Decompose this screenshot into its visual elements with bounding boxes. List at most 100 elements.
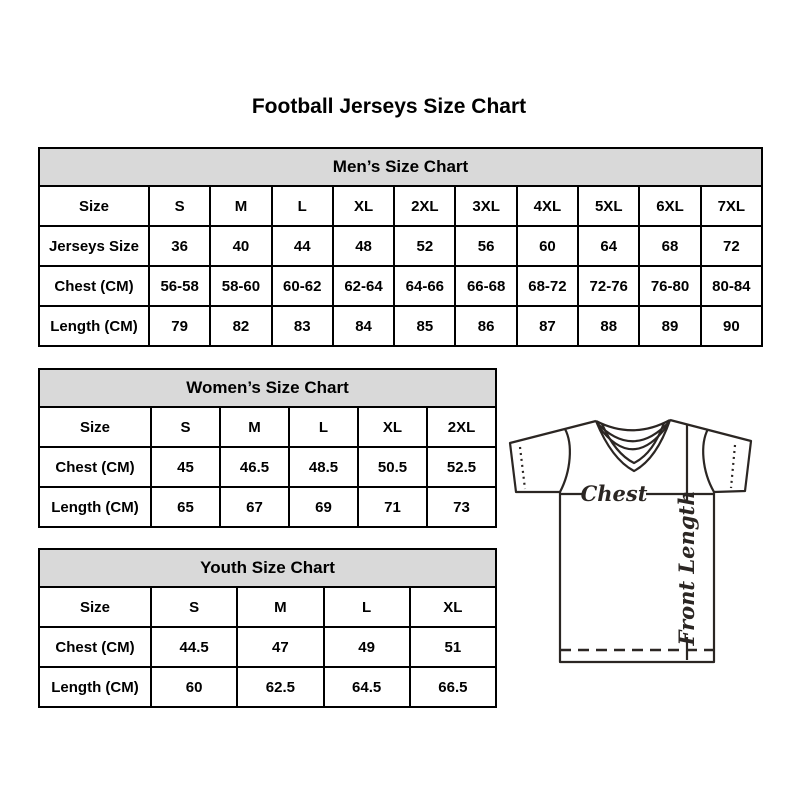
value-cell: 6XL [638,185,702,227]
size-table: Youth Size Chart Size S M L XL Chest (CM) 44.5 4… [38,548,498,708]
jersey-outline [508,418,753,664]
row-header-cell: Size [38,185,150,227]
value-cell: 83 [270,305,334,347]
table-title: Women’s Size Chart [38,368,497,408]
value-cell: 88 [577,305,641,347]
value-cell: 64.5 [322,666,411,708]
value-cell: 87 [515,305,580,347]
row-header-cell: Length (CM) [38,486,152,528]
value-cell: 66-68 [454,265,518,307]
table-title-row: Men’s Size Chart [38,147,763,187]
row-header-cell: Size [38,586,152,628]
value-cell: 40 [209,225,273,267]
value-cell: 49 [322,626,411,668]
table-title: Men’s Size Chart [38,147,763,187]
row-header-cell: Size [38,406,152,448]
mens-size-chart-table: Men’s Size Chart Size S M L XL 2XL 3XL 4XL 5XL 6XL… [38,147,764,347]
value-cell: 79 [147,305,212,347]
vneck-outer-line [594,419,672,473]
row-header-cell: Jerseys Size [38,225,150,267]
value-cell: 48.5 [288,446,359,488]
row-header-cell: Chest (CM) [38,626,152,668]
value-cell: 72-76 [577,265,641,307]
table-row: Size S M L XL 2XL 3XL 4XL 5XL 6XL 7XL [38,185,764,227]
value-cell: 69 [288,486,359,528]
value-cell: 7XL [699,185,764,227]
chest-label-background [583,482,646,506]
value-cell: 58-60 [209,265,273,307]
front-length-label: Front Length [674,491,699,647]
collar-top-arc [595,419,671,432]
value-cell: 50.5 [357,446,428,488]
value-cell: 67 [219,486,290,528]
value-cell: 52.5 [426,446,497,488]
table-row: Length (CM) 65 67 69 71 73 [38,486,497,528]
value-cell: 65 [150,486,221,528]
value-cell: 89 [638,305,702,347]
value-cell: L [288,406,359,448]
value-cell: 46.5 [219,446,290,488]
left-armhole-seam [559,428,571,493]
value-cell: 71 [357,486,428,528]
right-armhole-seam [702,428,715,493]
row-header-cell: Chest (CM) [38,446,152,488]
value-cell: L [270,185,334,227]
value-cell: 85 [393,305,457,347]
youth-size-chart-table: Youth Size Chart Size S M L XL Chest (CM) 44.5 4… [38,548,498,708]
value-cell: M [219,406,290,448]
value-cell: 80-84 [699,265,764,307]
value-cell: M [209,185,273,227]
value-cell: S [150,406,221,448]
value-cell: 66.5 [408,666,498,708]
value-cell: 60 [149,666,239,708]
value-cell: 64 [577,225,641,267]
value-cell: 62-64 [331,265,396,307]
vneck-inner-line [600,422,666,465]
table-row: Length (CM) 60 62.5 64.5 66.5 [38,666,498,708]
table-row: Length (CM) 79 82 83 84 85 86 87 88 89 90 [38,305,764,347]
size-table: Men’s Size Chart Size S M L XL 2XL 3XL 4XL 5XL 6XL… [38,147,764,347]
value-cell: 2XL [426,406,497,448]
womens-size-chart-table: Women’s Size Chart Size S M L XL 2XL Chest (CM)… [38,368,497,528]
value-cell: 82 [209,305,273,347]
left-cuff-stitch-dashed-line [518,446,527,490]
value-cell: 84 [331,305,396,347]
value-cell: 44 [270,225,334,267]
value-cell: 73 [426,486,497,528]
value-cell: 5XL [577,185,641,227]
table-row: Jerseys Size 36 40 44 48 52 56 60 64 68 72 [38,225,764,267]
value-cell: 52 [393,225,457,267]
value-cell: 56-58 [147,265,212,307]
table-title-row: Youth Size Chart [38,548,497,588]
value-cell: 64-66 [393,265,457,307]
value-cell: 56 [454,225,518,267]
jersey-measurement-diagram: Chest Front Length [508,418,753,664]
value-cell: S [147,185,212,227]
value-cell: 60-62 [270,265,334,307]
value-cell: S [149,586,239,628]
page-title: Football Jerseys Size Chart [251,95,527,118]
table-row: Chest (CM) 45 46.5 48.5 50.5 52.5 [38,446,497,488]
value-cell: 68 [638,225,702,267]
right-cuff-stitch-dashed-line [729,444,737,489]
value-cell: 4XL [515,185,580,227]
value-cell: XL [331,185,396,227]
value-cell: 62.5 [236,666,325,708]
table-row: Chest (CM) 44.5 47 49 51 [38,626,498,668]
value-cell: 3XL [454,185,518,227]
row-header-cell: Length (CM) [38,305,150,347]
value-cell: 47 [236,626,325,668]
table-row: Chest (CM) 56-58 58-60 60-62 62-64 64-66 66-68… [38,265,764,307]
value-cell: 72 [699,225,764,267]
front-length-label-background [674,501,700,637]
value-cell: L [322,586,411,628]
size-table: Women’s Size Chart Size S M L XL 2XL Chest (CM)… [38,368,497,528]
chest-label: Chest [581,481,648,506]
value-cell: 68-72 [515,265,580,307]
value-cell: 44.5 [149,626,239,668]
row-header-cell: Chest (CM) [38,265,150,307]
value-cell: 60 [515,225,580,267]
table-row: Size S M L XL [38,586,498,628]
value-cell: XL [408,586,498,628]
value-cell: XL [357,406,428,448]
